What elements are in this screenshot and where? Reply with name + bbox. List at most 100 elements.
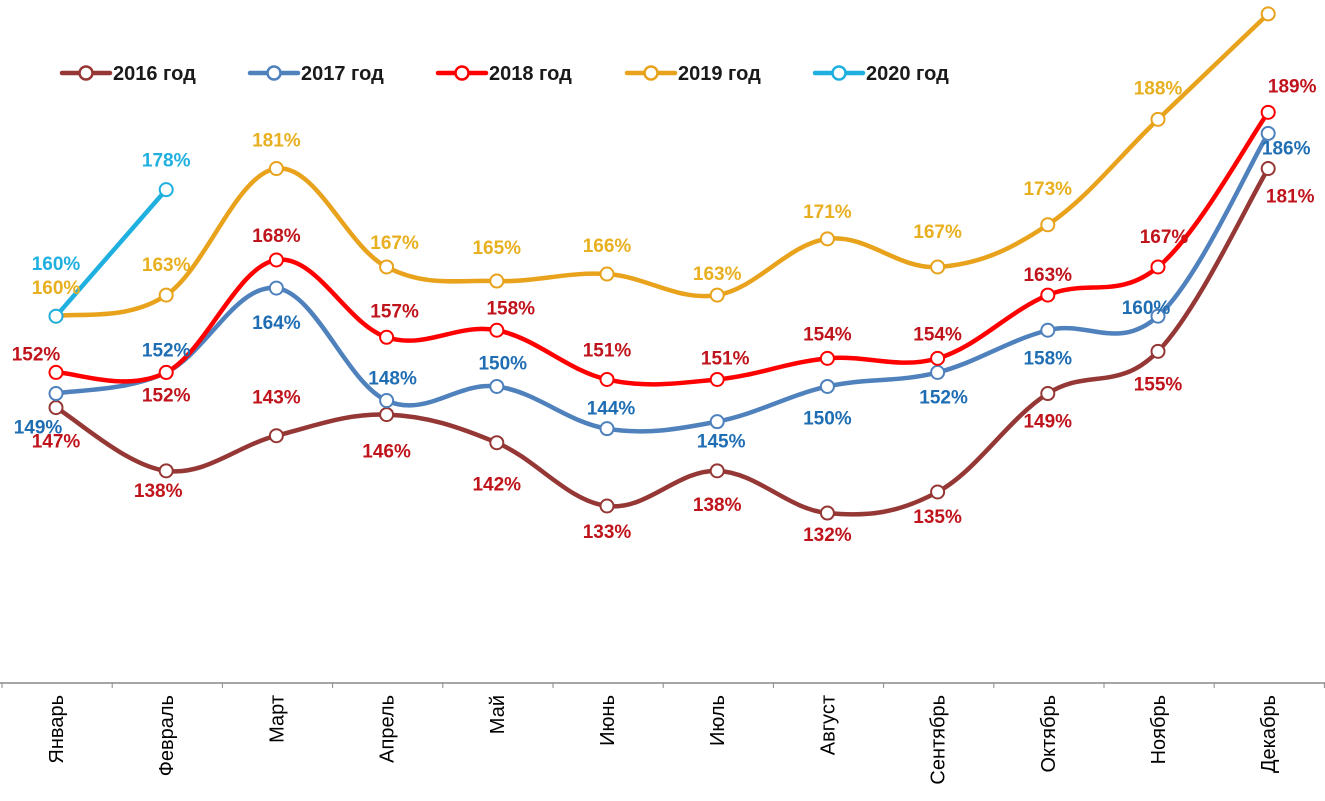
data-label-2018-год-1: 152% xyxy=(142,385,191,406)
data-label-2016-год-8: 135% xyxy=(913,507,962,528)
x-tick-label-10: Ноябрь xyxy=(1148,695,1170,764)
data-label-2019-год-9: 173% xyxy=(1023,179,1072,200)
data-label-2017-год-5: 144% xyxy=(587,399,636,420)
series-line-2020-год xyxy=(53,187,169,319)
data-point-2017-год-10 xyxy=(1150,308,1166,324)
legend-label: 2016 год xyxy=(113,63,196,85)
data-label-2016-год-7: 132% xyxy=(803,525,852,546)
data-point-2016-год-11 xyxy=(1260,161,1276,177)
data-label-2017-год-8: 152% xyxy=(919,387,968,408)
legend-marker xyxy=(831,65,847,81)
data-label-2018-год-2: 168% xyxy=(252,226,301,247)
legend-item-2016-год: 2016 год xyxy=(59,63,196,85)
data-label-2018-год-8: 154% xyxy=(913,324,962,345)
data-point-2017-год-11 xyxy=(1260,125,1276,141)
data-label-2018-год-11: 189% xyxy=(1268,76,1317,97)
data-point-2018-год-8 xyxy=(930,350,946,366)
series-line-2017-год xyxy=(53,131,1271,434)
data-label-2017-год-1: 152% xyxy=(142,340,191,361)
data-label-2018-год-9: 163% xyxy=(1023,265,1072,286)
data-point-2017-год-5 xyxy=(599,421,615,437)
legend-marker xyxy=(643,65,659,81)
legend-marker xyxy=(266,65,282,81)
data-label-2016-год-5: 133% xyxy=(583,522,632,543)
series-line-2019-год xyxy=(53,11,1271,319)
data-labels: 147% 138% 143% 146% 142% 133% 138% 132% 135% 149%… xyxy=(12,76,1317,546)
data-point-2019-год-6 xyxy=(709,287,725,303)
data-label-2019-год-7: 171% xyxy=(803,202,852,223)
data-point-2016-год-5 xyxy=(599,498,615,514)
legend-marker xyxy=(78,65,94,81)
data-label-2019-год-2: 181% xyxy=(252,131,301,152)
data-point-2019-год-9 xyxy=(1040,217,1056,233)
data-label-2019-год-8: 167% xyxy=(913,222,962,243)
data-label-2019-год-3: 167% xyxy=(370,233,419,254)
data-label-2016-год-9: 149% xyxy=(1023,412,1072,433)
data-point-2018-год-5 xyxy=(599,371,615,387)
data-point-2016-год-6 xyxy=(709,463,725,479)
legend-item-2019-год: 2019 год xyxy=(624,63,761,85)
series-line-2018-год xyxy=(53,110,1271,387)
data-label-2018-год-5: 151% xyxy=(583,340,632,361)
data-point-2017-год-0 xyxy=(48,386,64,402)
data-point-2018-год-0 xyxy=(48,364,64,380)
series-markers xyxy=(48,6,1276,521)
data-point-2018-год-7 xyxy=(819,350,835,366)
x-tick-label-6: Июль xyxy=(707,695,729,746)
data-point-2019-год-5 xyxy=(599,266,615,282)
data-label-2019-год-1: 163% xyxy=(142,255,191,276)
data-point-2016-год-4 xyxy=(489,435,505,451)
data-point-2018-год-4 xyxy=(489,322,505,338)
data-point-2019-год-1 xyxy=(158,287,174,303)
data-label-2019-год-0: 160% xyxy=(32,278,81,299)
data-point-2019-год-8 xyxy=(930,259,946,275)
x-axis-ticks xyxy=(1,683,1325,688)
data-point-2016-год-0 xyxy=(48,400,64,416)
data-point-2017-год-8 xyxy=(930,364,946,380)
data-point-2018-год-10 xyxy=(1150,259,1166,275)
x-axis-labels: Январь Февраль Март Апрель Май Июнь Июль Август… xyxy=(46,695,1280,785)
data-point-2017-год-6 xyxy=(709,414,725,430)
x-tick-label-7: Август xyxy=(817,695,839,755)
data-label-2016-год-0: 147% xyxy=(32,432,81,453)
legend-item-2017-год: 2017 год xyxy=(247,63,384,85)
data-label-2016-год-3: 146% xyxy=(362,442,411,463)
legend-item-2020-год: 2020 год xyxy=(812,63,949,85)
data-point-2018-год-2 xyxy=(268,252,284,268)
x-tick-label-8: Сентябрь xyxy=(928,695,950,785)
data-label-2017-год-6: 145% xyxy=(697,432,746,453)
data-point-2019-год-2 xyxy=(268,161,284,177)
data-point-2016-год-8 xyxy=(930,484,946,500)
data-label-2018-год-6: 151% xyxy=(701,348,750,369)
x-tick-label-0: Январь xyxy=(46,695,68,764)
legend-label: 2020 год xyxy=(866,63,949,85)
series-lines xyxy=(53,11,1271,517)
data-label-2017-год-7: 150% xyxy=(803,408,852,429)
data-point-2017-год-7 xyxy=(819,378,835,394)
data-point-2020-год-1 xyxy=(158,182,174,198)
data-point-2019-год-3 xyxy=(379,259,395,275)
data-point-2017-год-9 xyxy=(1040,322,1056,338)
data-point-2018-год-3 xyxy=(379,329,395,345)
legend-label: 2019 год xyxy=(678,63,761,85)
legend: 2016 год 2017 год 2018 год 2019 год 2020 год xyxy=(59,63,949,85)
data-point-2016-год-10 xyxy=(1150,343,1166,359)
x-tick-label-4: Май xyxy=(487,695,509,734)
data-label-2017-год-3: 148% xyxy=(368,369,417,390)
data-point-2017-год-4 xyxy=(489,378,505,394)
data-label-2017-год-2: 164% xyxy=(252,313,301,334)
data-point-2019-год-11 xyxy=(1260,6,1276,22)
data-point-2016-год-1 xyxy=(158,463,174,479)
data-label-2018-год-0: 152% xyxy=(12,344,61,365)
data-point-2016-год-7 xyxy=(819,505,835,521)
legend-marker xyxy=(454,65,470,81)
data-label-2017-год-0: 149% xyxy=(14,418,63,439)
data-label-2016-год-1: 138% xyxy=(134,481,183,502)
x-tick-label-9: Октябрь xyxy=(1038,695,1060,773)
data-label-2017-год-10: 160% xyxy=(1122,298,1171,319)
legend-label: 2018 год xyxy=(489,63,572,85)
data-label-2016-год-10: 155% xyxy=(1134,374,1183,395)
x-tick-label-1: Февраль xyxy=(156,695,178,776)
data-point-2019-год-10 xyxy=(1150,111,1166,127)
